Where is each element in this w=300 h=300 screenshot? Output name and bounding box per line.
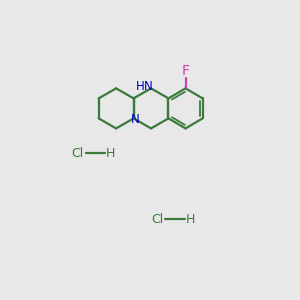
Text: Cl: Cl [152, 213, 164, 226]
Text: F: F [182, 64, 190, 78]
Text: H: H [185, 213, 195, 226]
Text: Cl: Cl [72, 146, 84, 160]
Text: H: H [106, 146, 115, 160]
Text: H: H [136, 80, 145, 92]
Text: N: N [131, 113, 140, 126]
Text: N: N [143, 80, 152, 92]
